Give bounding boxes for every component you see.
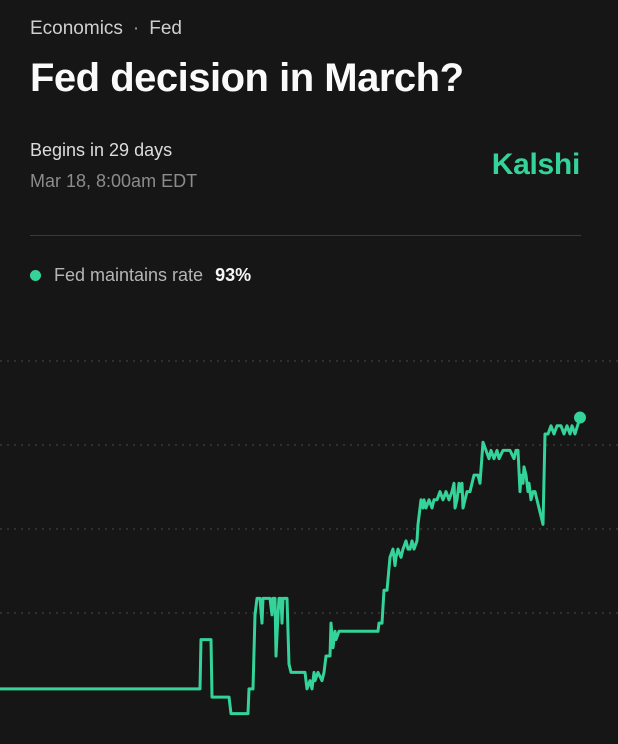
event-date: Mar 18, 8:00am EDT bbox=[30, 171, 198, 191]
breadcrumb-separator: · bbox=[132, 18, 140, 39]
series-end-point bbox=[574, 411, 586, 424]
chart-grid bbox=[0, 360, 618, 614]
breadcrumb-topic[interactable]: Fed bbox=[149, 18, 182, 39]
legend-dot-icon bbox=[30, 270, 41, 281]
kalshi-logo[interactable]: Kalshi bbox=[491, 148, 581, 181]
breadcrumb-category[interactable]: Economics bbox=[30, 18, 123, 39]
series-line bbox=[0, 416, 582, 716]
legend-label: Fed maintains rate bbox=[54, 265, 204, 285]
page-title: Fed decision in March? bbox=[30, 56, 464, 100]
chart-legend: Fed maintains rate 93% bbox=[30, 265, 251, 286]
begins-countdown: Begins in 29 days bbox=[30, 140, 173, 160]
chart-series bbox=[0, 411, 586, 716]
breadcrumb: Economics · Fed bbox=[30, 18, 182, 40]
price-chart[interactable] bbox=[0, 330, 618, 744]
legend-value: 93% bbox=[215, 265, 252, 285]
divider bbox=[30, 235, 581, 236]
